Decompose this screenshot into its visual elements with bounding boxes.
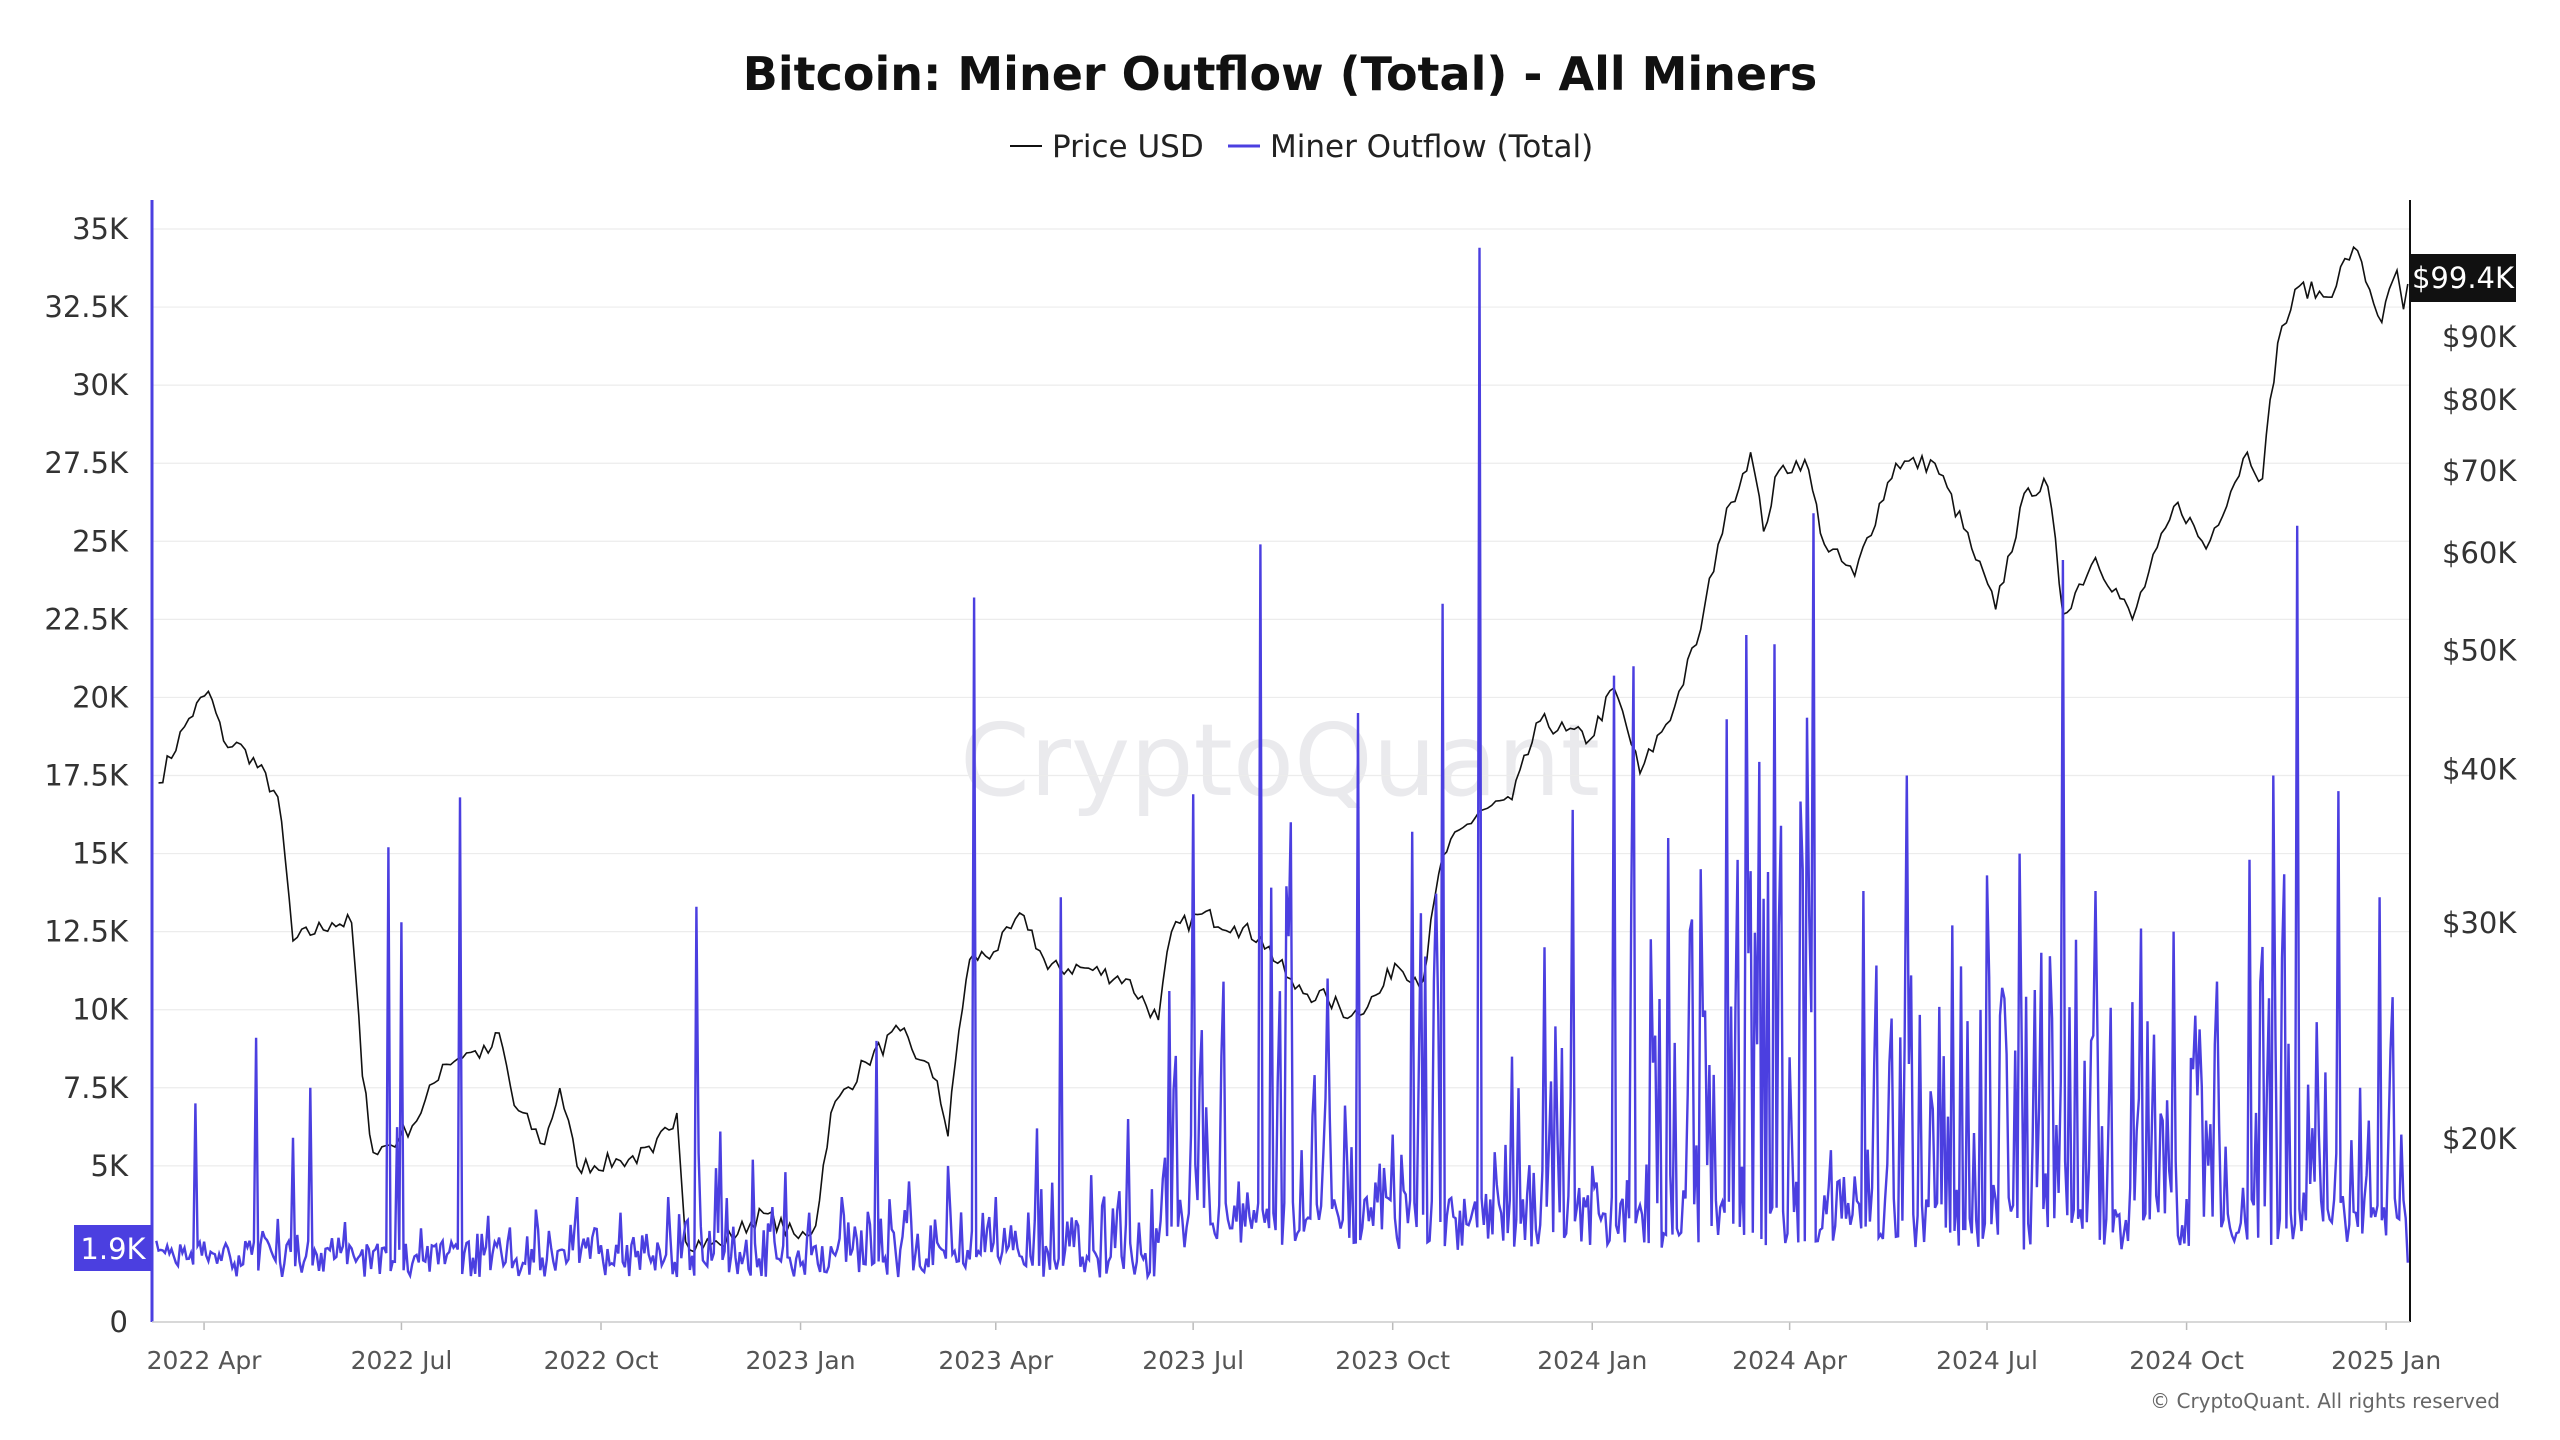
right-tick-label: $40K	[2442, 752, 2517, 786]
right-tick-label: $20K	[2442, 1122, 2517, 1156]
left-tick-label: 20K	[72, 680, 129, 714]
x-tick-label: 2023 Jan	[745, 1346, 855, 1375]
miner-outflow-line	[155, 247, 2409, 1281]
left-tick-label: 0	[110, 1305, 128, 1339]
right-tick-label: $70K	[2442, 454, 2517, 488]
x-tick-label: 2022 Apr	[147, 1346, 263, 1375]
x-tick-label: 2023 Apr	[938, 1346, 1054, 1375]
copyright: © CryptoQuant. All rights reserved	[2150, 1389, 2500, 1413]
x-tick-label: 2025 Jan	[2331, 1346, 2441, 1375]
legend-outflow-label[interactable]: Miner Outflow (Total)	[1270, 129, 1593, 165]
left-tick-label: 30K	[72, 368, 129, 402]
x-tick-label: 2023 Oct	[1335, 1346, 1450, 1375]
x-tick-label: 2024 Jan	[1537, 1346, 1647, 1375]
right-tick-label: $50K	[2442, 633, 2517, 667]
left-tick-label: 5K	[91, 1149, 129, 1183]
right-axis-ticks: $20K $30K $40K $50K $60K $70K $80K $90K	[2442, 320, 2517, 1156]
left-current-badge: 1.9K	[74, 1225, 152, 1271]
left-tick-label: 17.5K	[44, 759, 129, 793]
left-tick-label: 25K	[72, 524, 129, 558]
left-tick-label: 27.5K	[44, 446, 129, 480]
left-tick-label: 22.5K	[44, 602, 129, 636]
x-tick-label: 2022 Oct	[544, 1346, 659, 1375]
x-tick-label: 2022 Jul	[351, 1346, 453, 1375]
x-tick-label: 2024 Jul	[1936, 1346, 2038, 1375]
left-tick-label: 7.5K	[63, 1071, 129, 1105]
left-current-label: 1.9K	[80, 1232, 146, 1266]
left-tick-label: 10K	[72, 993, 129, 1027]
left-tick-label: 32.5K	[44, 290, 129, 324]
x-axis-ticks: 2022 Apr 2022 Jul 2022 Oct 2023 Jan 2023 Apr…	[147, 1322, 2441, 1375]
left-tick-label: 15K	[72, 837, 129, 871]
x-tick-label: 2024 Oct	[2129, 1346, 2244, 1375]
x-tick-label: 2024 Apr	[1732, 1346, 1848, 1375]
x-tick-label: 2023 Jul	[1142, 1346, 1244, 1375]
right-current-badge: $99.4K	[2410, 254, 2516, 302]
left-tick-label: 12.5K	[44, 915, 129, 949]
right-tick-label: $90K	[2442, 320, 2517, 354]
right-tick-label: $30K	[2442, 906, 2517, 940]
left-tick-label: 35K	[72, 212, 129, 246]
left-axis-ticks: 0 5K 7.5K 10K 12.5K 15K 17.5K 20K 22.5K 25K 27.5K 3…	[44, 212, 129, 1339]
legend-price-label[interactable]: Price USD	[1052, 129, 1204, 165]
legend: Price USD Miner Outflow (Total)	[1010, 129, 1593, 165]
right-tick-label: $80K	[2442, 383, 2517, 417]
chart-title: Bitcoin: Miner Outflow (Total) - All Min…	[743, 47, 1817, 101]
watermark: CryptoQuant	[960, 702, 1600, 819]
right-current-label: $99.4K	[2412, 261, 2515, 295]
right-tick-label: $60K	[2442, 536, 2517, 570]
